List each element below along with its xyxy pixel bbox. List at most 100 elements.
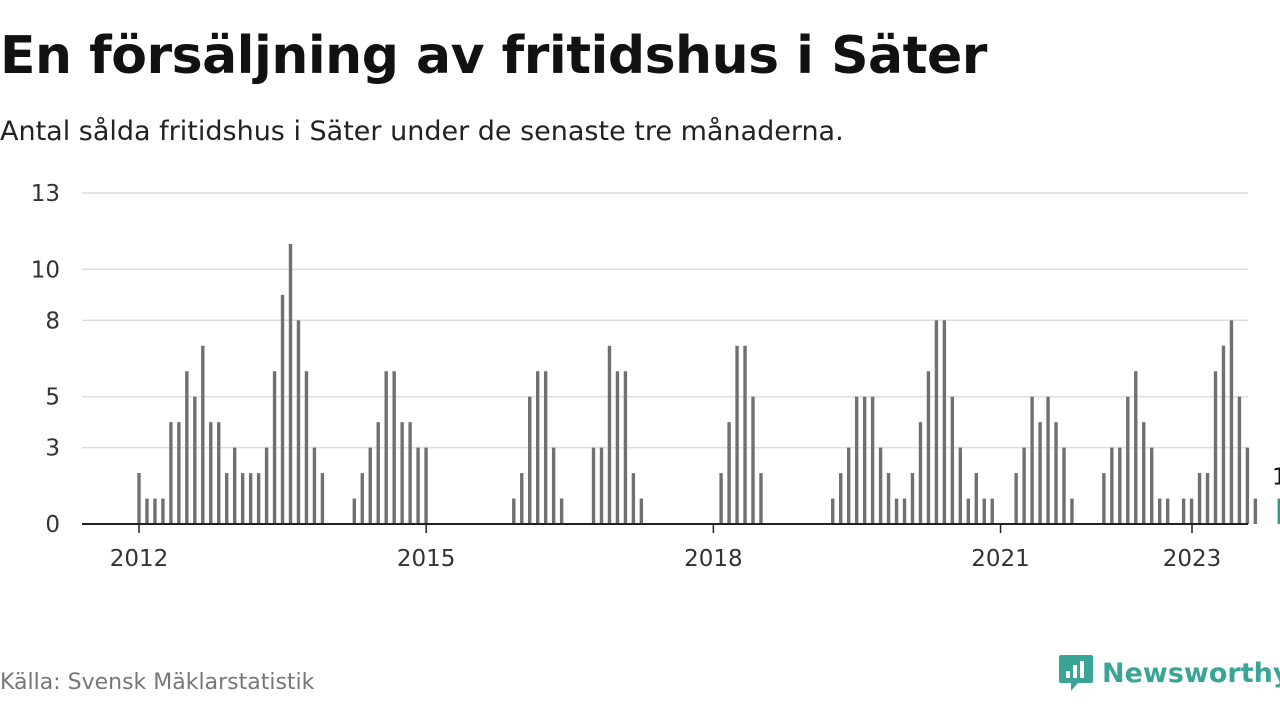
bar xyxy=(551,447,556,524)
bar xyxy=(950,396,955,524)
bar xyxy=(846,447,851,524)
bar xyxy=(982,498,986,524)
bar xyxy=(719,473,723,524)
bar xyxy=(248,473,253,524)
bar xyxy=(1245,447,1250,524)
bar xyxy=(1189,498,1194,524)
bar xyxy=(870,396,875,524)
bar xyxy=(352,498,357,524)
bar xyxy=(201,345,205,524)
bar xyxy=(1165,498,1170,524)
bar xyxy=(751,396,755,524)
bar xyxy=(1014,473,1018,524)
bar xyxy=(376,422,380,524)
bar xyxy=(591,447,596,524)
bar xyxy=(400,422,404,524)
bar xyxy=(296,320,301,524)
bar xyxy=(272,371,277,524)
y-axis-ticks: 0 3 5 8 10 13 xyxy=(31,181,60,538)
newsworthy-logo-icon xyxy=(1059,655,1093,691)
bar xyxy=(1102,473,1106,524)
bar xyxy=(392,371,396,524)
bar xyxy=(942,320,947,524)
bar xyxy=(288,243,293,524)
bar xyxy=(910,473,915,524)
x-tick-label: 2018 xyxy=(684,546,743,570)
bar xyxy=(974,473,978,524)
bar xyxy=(1157,498,1162,524)
bar xyxy=(312,447,317,524)
bar xyxy=(854,396,859,524)
brand-logo[interactable]: Newsworthy xyxy=(1058,653,1280,693)
bar xyxy=(623,371,628,524)
y-tick-label: 0 xyxy=(45,512,60,538)
bar xyxy=(209,422,213,524)
bar xyxy=(599,447,604,524)
bar xyxy=(1197,473,1202,524)
bar xyxy=(966,498,971,524)
bar xyxy=(1253,498,1258,524)
bar xyxy=(607,345,612,524)
bar xyxy=(153,498,157,524)
bar-chart: 0 3 5 8 10 13 2012 2015 2018 2021 2023 1 xyxy=(31,181,1280,570)
bar xyxy=(264,447,269,524)
bar xyxy=(520,473,524,524)
chart-subtitle: Antal sålda fritidshus i Säter under de … xyxy=(0,116,844,147)
x-axis-ticks: 2012 2015 2018 2021 2023 xyxy=(110,524,1221,570)
bar xyxy=(1237,396,1242,524)
bar xyxy=(145,498,149,524)
bar xyxy=(240,473,245,524)
y-tick-label: 5 xyxy=(45,385,60,411)
bar xyxy=(631,473,636,524)
bar xyxy=(368,447,372,524)
bar xyxy=(1126,396,1130,524)
bar xyxy=(225,473,229,524)
bar xyxy=(1054,422,1058,524)
bar xyxy=(990,498,994,524)
bar xyxy=(1221,345,1226,524)
bar xyxy=(1046,396,1050,524)
bar xyxy=(1181,498,1186,524)
bar xyxy=(424,447,428,524)
chart-title: En försäljning av fritidshus i Säter xyxy=(0,26,987,86)
bar xyxy=(384,371,388,524)
bar xyxy=(1022,447,1026,524)
bar xyxy=(727,422,731,524)
y-tick-label: 3 xyxy=(45,436,60,462)
bar xyxy=(559,498,564,524)
bar xyxy=(894,498,899,524)
bar xyxy=(1229,320,1234,524)
bar xyxy=(902,498,907,524)
bar xyxy=(743,345,747,524)
bar xyxy=(1134,371,1138,524)
source-note: Källa: Svensk Mäklarstatistik xyxy=(0,670,315,695)
bar xyxy=(256,473,261,524)
bar-highlight xyxy=(1277,498,1280,524)
bar xyxy=(416,447,420,524)
bar xyxy=(169,422,173,524)
brand-name: Newsworthy xyxy=(1102,657,1280,689)
y-tick-label: 10 xyxy=(31,257,60,283)
gridlines xyxy=(82,192,1248,449)
bar xyxy=(759,473,763,524)
bar xyxy=(831,498,835,524)
bar xyxy=(926,371,931,524)
last-value-label: 1 xyxy=(1272,465,1280,491)
bar xyxy=(161,498,165,524)
bar xyxy=(1118,447,1122,524)
bar xyxy=(232,447,237,524)
bar xyxy=(918,422,923,524)
bar xyxy=(304,371,309,524)
x-tick-label: 2012 xyxy=(110,546,169,570)
bar xyxy=(1150,447,1154,524)
bar xyxy=(193,396,197,524)
bar xyxy=(1038,422,1042,524)
bar xyxy=(137,473,141,524)
bar xyxy=(543,371,548,524)
bar xyxy=(1142,422,1146,524)
y-tick-label: 8 xyxy=(45,308,60,334)
bar xyxy=(1062,447,1066,524)
x-tick-label: 2015 xyxy=(397,546,456,570)
bar xyxy=(177,422,181,524)
bar xyxy=(839,473,843,524)
